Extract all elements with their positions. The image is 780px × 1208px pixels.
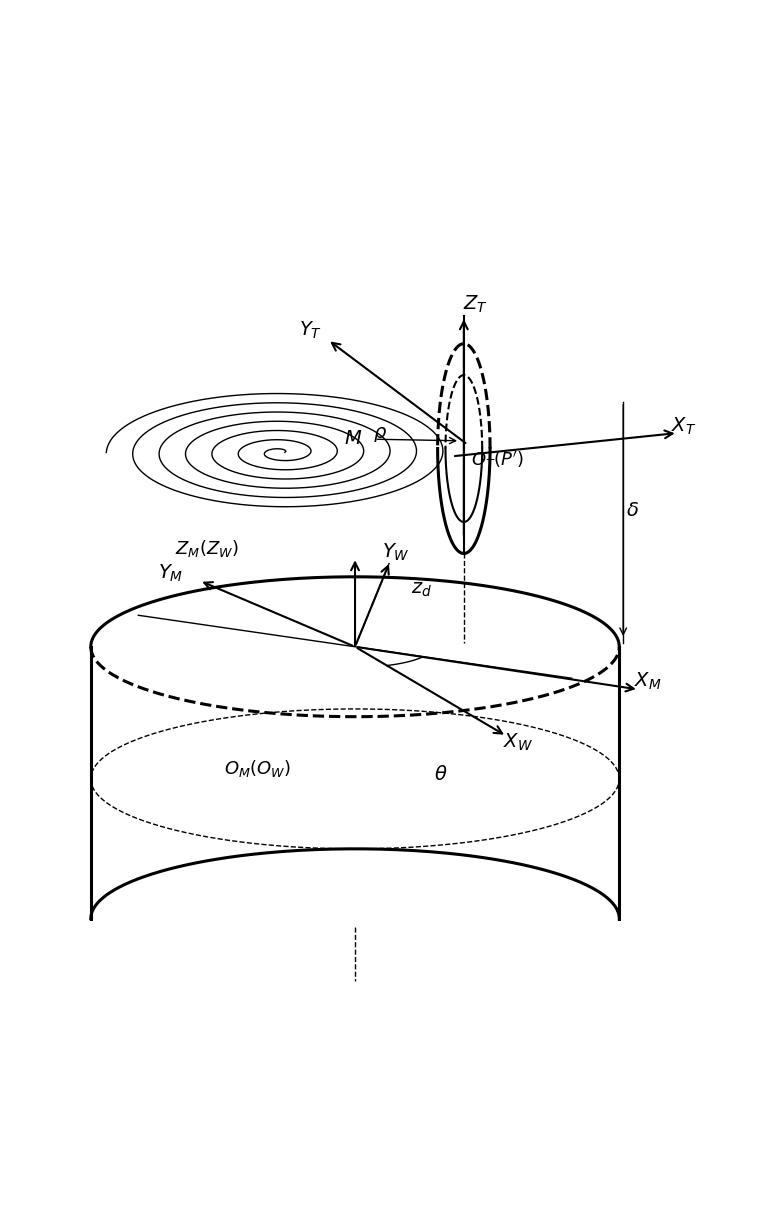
Text: $X_M$: $X_M$	[634, 672, 662, 692]
Text: $\delta$: $\delta$	[626, 501, 639, 519]
Text: $Z_M(Z_W)$: $Z_M(Z_W)$	[176, 538, 239, 558]
Text: $M$: $M$	[343, 430, 362, 448]
Text: $Y_T$: $Y_T$	[300, 320, 322, 341]
Text: $X_T$: $X_T$	[671, 416, 697, 437]
Text: $O_M(O_W)$: $O_M(O_W)$	[225, 759, 292, 779]
Text: $X_W$: $X_W$	[503, 732, 534, 753]
Text: $Z_T$: $Z_T$	[463, 294, 488, 315]
Text: $O_T(P^\prime)$: $O_T(P^\prime)$	[471, 449, 523, 471]
Text: $\theta$: $\theta$	[434, 766, 447, 784]
Text: $\rho$: $\rho$	[373, 425, 387, 445]
Text: $Y_W$: $Y_W$	[382, 541, 410, 563]
Text: $Y_M$: $Y_M$	[158, 562, 183, 583]
Text: $z_d$: $z_d$	[410, 581, 431, 599]
